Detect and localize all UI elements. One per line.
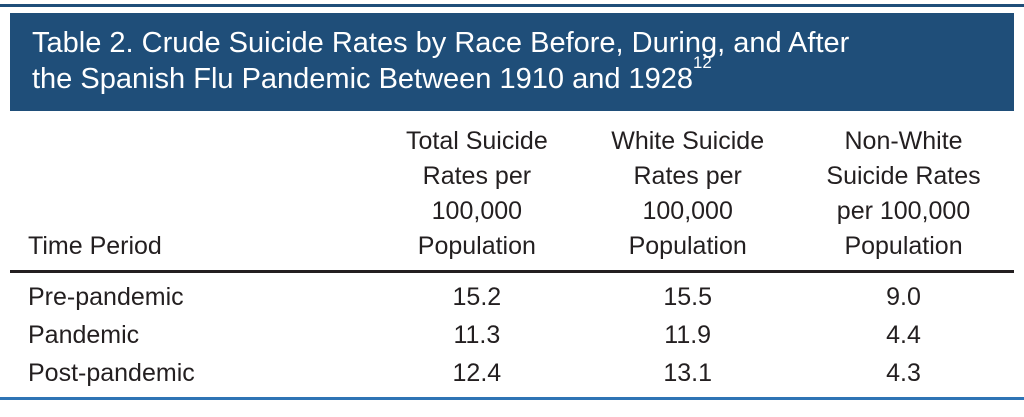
cell-time-period: Post-pandemic [28,359,195,387]
citation-superscript: 12 [693,53,712,73]
cell-white-rate: 13.1 [663,359,713,387]
cell-white-rate: 11.9 [664,321,712,349]
table-title-line2: the Spanish Flu Pandemic Between 1910 an… [32,54,994,97]
top-divider [0,4,1024,7]
bottom-divider [0,397,1024,400]
header-white-rates-line2: Rates per [633,162,742,190]
table-body: Pre-pandemic 15.2 15.5 9.0 Pandemic 11.3… [10,273,1014,392]
table-title-banner: Table 2. Crude Suicide Rates by Race Bef… [10,13,1014,111]
header-nonwhite-rates-line4: Population [844,232,963,260]
header-white-rates-line4: Population [628,232,747,260]
header-white-rates: White Suicide Rates per 100,000 Populati… [582,124,793,270]
cell-nonwhite-rate: 4.3 [886,359,921,387]
cell-total-rate: 15.2 [452,283,502,311]
header-nonwhite-rates-line3: per 100,000 [836,197,971,225]
header-white-rates-line1: White Suicide [611,127,765,155]
table-row: Post-pandemic 12.4 13.1 4.3 [10,354,1014,392]
table-row: Pandemic 11.3 11.9 4.4 [10,316,1014,354]
cell-nonwhite-rate: 9.0 [886,283,921,311]
cell-nonwhite-rate: 4.4 [886,321,921,349]
table-title-line1: Table 2. Crude Suicide Rates by Race Bef… [32,27,850,59]
header-divider [10,270,1014,273]
header-total-rates-line3: 100,000 [431,197,523,225]
cell-total-rate: 12.4 [452,359,502,387]
cell-time-period: Pandemic [28,321,140,349]
header-total-rates-line4: Population [417,232,536,260]
header-total-rates-line1: Total Suicide [405,127,548,155]
header-nonwhite-rates-line2: Suicide Rates [826,162,981,190]
header-nonwhite-rates: Non-White Suicide Rates per 100,000 Popu… [793,124,1014,270]
table-header-row: Time Period Total Suicide Rates per 100,… [10,124,1014,270]
header-time-period: Time Period [28,232,162,260]
cell-time-period: Pre-pandemic [28,283,184,311]
data-table: Time Period Total Suicide Rates per 100,… [10,124,1014,392]
header-total-rates-line2: Rates per [422,162,532,190]
header-total-rates: Total Suicide Rates per 100,000 Populati… [371,124,582,270]
table-row: Pre-pandemic 15.2 15.5 9.0 [10,278,1014,316]
table-title-line2-text: the Spanish Flu Pandemic Between 1910 an… [32,63,694,95]
header-nonwhite-rates-line1: Non-White [844,127,963,155]
cell-total-rate: 11.3 [453,321,501,349]
cell-white-rate: 15.5 [663,283,713,311]
header-white-rates-line3: 100,000 [642,197,733,225]
